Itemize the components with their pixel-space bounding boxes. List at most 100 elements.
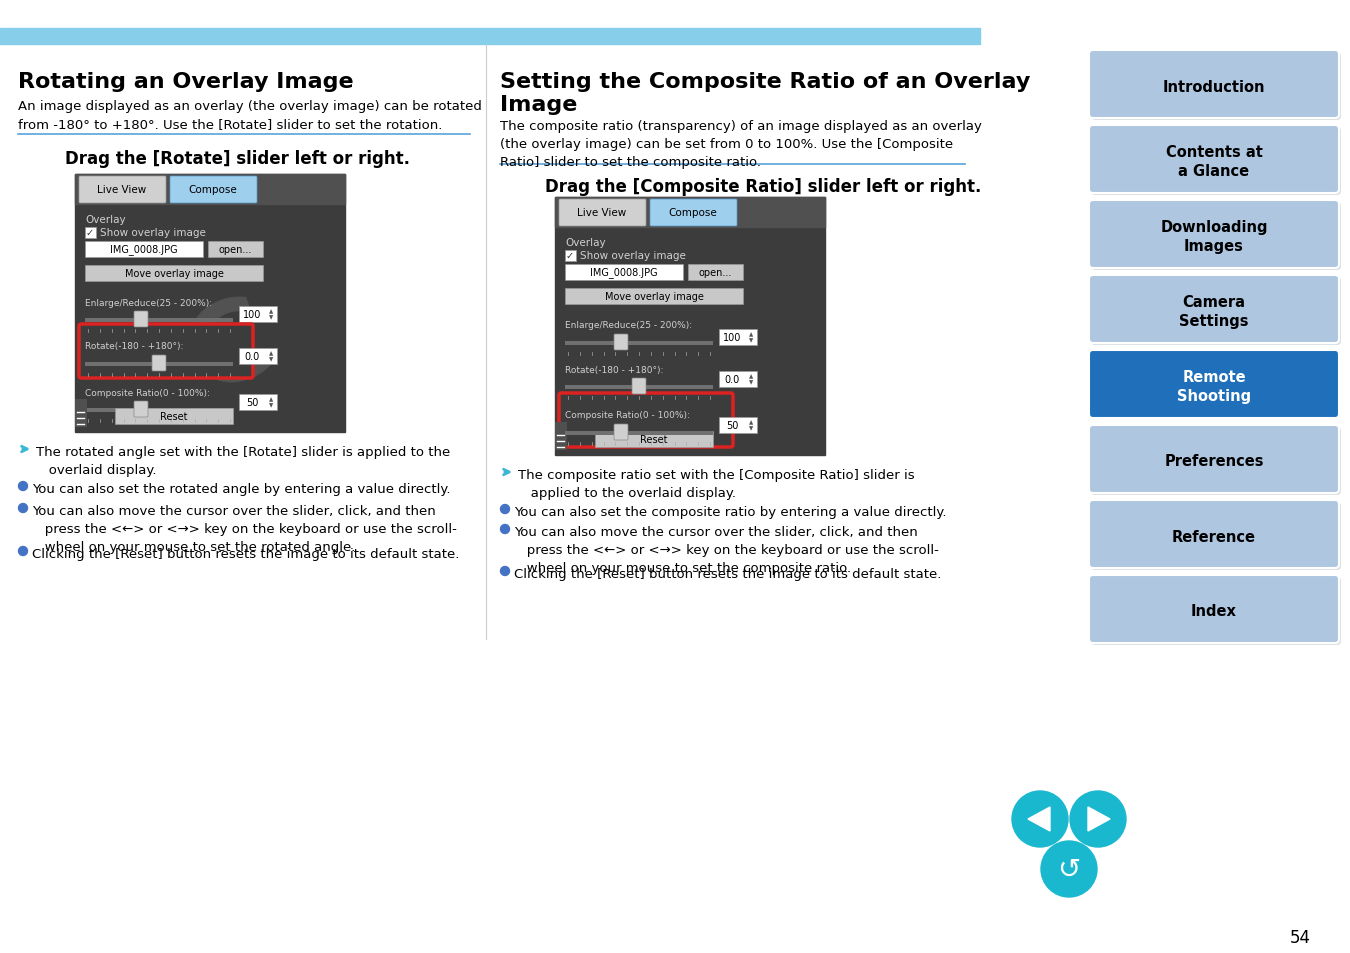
FancyBboxPatch shape bbox=[632, 378, 647, 395]
Text: Downloading
Images: Downloading Images bbox=[1160, 219, 1268, 254]
Bar bbox=[85, 363, 234, 367]
Bar bbox=[85, 242, 202, 257]
Text: Live View: Live View bbox=[97, 185, 147, 194]
FancyBboxPatch shape bbox=[1089, 426, 1339, 494]
Text: 0.0: 0.0 bbox=[725, 375, 740, 385]
FancyBboxPatch shape bbox=[1089, 500, 1339, 568]
Bar bbox=[555, 422, 567, 451]
Bar bbox=[720, 330, 757, 346]
Text: Compose: Compose bbox=[668, 208, 717, 218]
FancyBboxPatch shape bbox=[134, 312, 148, 328]
Text: You can also set the rotated angle by entering a value directly.: You can also set the rotated angle by en… bbox=[32, 482, 451, 496]
Text: ▲
▼: ▲ ▼ bbox=[269, 310, 273, 320]
FancyBboxPatch shape bbox=[1089, 126, 1339, 193]
Bar bbox=[85, 318, 234, 323]
Text: Move overlay image: Move overlay image bbox=[605, 292, 703, 302]
FancyBboxPatch shape bbox=[1089, 351, 1339, 418]
FancyBboxPatch shape bbox=[559, 394, 733, 448]
FancyBboxPatch shape bbox=[1091, 128, 1341, 195]
Text: Reset: Reset bbox=[640, 435, 668, 444]
Bar bbox=[85, 266, 263, 282]
Bar bbox=[115, 409, 234, 424]
Bar bbox=[208, 242, 263, 257]
Bar bbox=[720, 417, 757, 434]
FancyBboxPatch shape bbox=[153, 355, 166, 372]
Polygon shape bbox=[1027, 807, 1050, 831]
Text: ▲
▼: ▲ ▼ bbox=[269, 352, 273, 362]
Text: Rotate(-180 - +180°):: Rotate(-180 - +180°): bbox=[566, 365, 663, 375]
Text: Overlay: Overlay bbox=[85, 214, 126, 225]
Circle shape bbox=[19, 482, 27, 491]
Circle shape bbox=[1012, 791, 1068, 847]
Circle shape bbox=[19, 504, 27, 513]
Text: ▲
▼: ▲ ▼ bbox=[749, 333, 753, 343]
Text: 100: 100 bbox=[722, 333, 741, 343]
Text: Show overlay image: Show overlay image bbox=[100, 228, 205, 237]
Text: IMG_0008.JPG: IMG_0008.JPG bbox=[590, 267, 657, 278]
Text: Compose: Compose bbox=[189, 185, 238, 194]
Text: 100: 100 bbox=[243, 310, 261, 319]
Bar bbox=[76, 174, 346, 433]
Circle shape bbox=[501, 505, 509, 514]
Bar bbox=[85, 409, 234, 413]
Text: ↺: ↺ bbox=[1057, 855, 1080, 883]
Bar bbox=[566, 341, 713, 346]
Text: open...: open... bbox=[698, 268, 732, 277]
Text: The composite ratio (transparency) of an image displayed as an overlay
(the over: The composite ratio (transparency) of an… bbox=[500, 120, 981, 169]
Bar bbox=[76, 174, 346, 205]
Bar bbox=[688, 265, 742, 281]
FancyBboxPatch shape bbox=[80, 177, 166, 204]
Text: Drag the [Composite Ratio] slider left or right.: Drag the [Composite Ratio] slider left o… bbox=[545, 178, 981, 195]
Text: Composite Ratio(0 - 100%):: Composite Ratio(0 - 100%): bbox=[566, 411, 690, 420]
Text: Contents at
a Glance: Contents at a Glance bbox=[1165, 145, 1262, 179]
Text: Overlay: Overlay bbox=[566, 237, 606, 248]
Bar bbox=[566, 432, 713, 436]
FancyBboxPatch shape bbox=[1091, 578, 1341, 645]
Text: Reference: Reference bbox=[1172, 529, 1256, 544]
Text: Reset: Reset bbox=[161, 412, 188, 421]
Text: Index: Index bbox=[1191, 604, 1237, 618]
Text: 54: 54 bbox=[1289, 928, 1311, 946]
Text: Preferences: Preferences bbox=[1164, 454, 1264, 469]
FancyBboxPatch shape bbox=[80, 325, 252, 378]
Text: Clicking the [Reset] button resets the image to its default state.: Clicking the [Reset] button resets the i… bbox=[32, 547, 459, 560]
Bar bbox=[720, 372, 757, 388]
Bar bbox=[76, 399, 86, 428]
FancyBboxPatch shape bbox=[134, 401, 148, 417]
FancyBboxPatch shape bbox=[1089, 201, 1339, 269]
FancyBboxPatch shape bbox=[1091, 277, 1341, 346]
Text: You can also set the composite ratio by entering a value directly.: You can also set the composite ratio by … bbox=[514, 505, 946, 518]
Text: The composite ratio set with the [Composite Ratio] slider is
   applied to the o: The composite ratio set with the [Compos… bbox=[518, 469, 915, 499]
Text: Clicking the [Reset] button resets the image to its default state.: Clicking the [Reset] button resets the i… bbox=[514, 567, 941, 580]
Bar bbox=[555, 198, 825, 228]
Text: Image: Image bbox=[500, 95, 578, 115]
Text: ✓: ✓ bbox=[86, 228, 95, 237]
Text: Camera
Settings: Camera Settings bbox=[1180, 294, 1249, 329]
Text: Enlarge/Reduce(25 - 200%):: Enlarge/Reduce(25 - 200%): bbox=[85, 298, 212, 307]
FancyBboxPatch shape bbox=[1091, 203, 1341, 271]
Polygon shape bbox=[1088, 807, 1110, 831]
Text: You can also move the cursor over the slider, click, and then
   press the <←> o: You can also move the cursor over the sl… bbox=[514, 525, 938, 575]
Text: open...: open... bbox=[219, 245, 251, 254]
FancyBboxPatch shape bbox=[614, 424, 628, 440]
Bar bbox=[566, 265, 683, 281]
Text: Move overlay image: Move overlay image bbox=[124, 269, 224, 278]
Text: Remote
Shooting: Remote Shooting bbox=[1177, 369, 1251, 404]
Text: ✓: ✓ bbox=[566, 251, 574, 261]
Text: Enlarge/Reduce(25 - 200%):: Enlarge/Reduce(25 - 200%): bbox=[566, 321, 693, 330]
Bar bbox=[239, 395, 277, 411]
Text: An image displayed as an overlay (the overlay image) can be rotated
from -180° t: An image displayed as an overlay (the ov… bbox=[18, 100, 482, 131]
Text: You can also move the cursor over the slider, click, and then
   press the <←> o: You can also move the cursor over the sl… bbox=[32, 504, 456, 554]
Text: ▲
▼: ▲ ▼ bbox=[749, 420, 753, 431]
Bar bbox=[555, 198, 825, 456]
FancyBboxPatch shape bbox=[614, 335, 628, 351]
FancyBboxPatch shape bbox=[1089, 576, 1339, 643]
Text: 50: 50 bbox=[726, 420, 738, 431]
Text: ▲
▼: ▲ ▼ bbox=[269, 397, 273, 408]
FancyBboxPatch shape bbox=[1089, 275, 1339, 344]
Text: Live View: Live View bbox=[578, 208, 626, 218]
Bar bbox=[85, 228, 96, 239]
FancyBboxPatch shape bbox=[1089, 51, 1339, 119]
Text: 0.0: 0.0 bbox=[244, 352, 259, 361]
FancyBboxPatch shape bbox=[1091, 53, 1341, 121]
